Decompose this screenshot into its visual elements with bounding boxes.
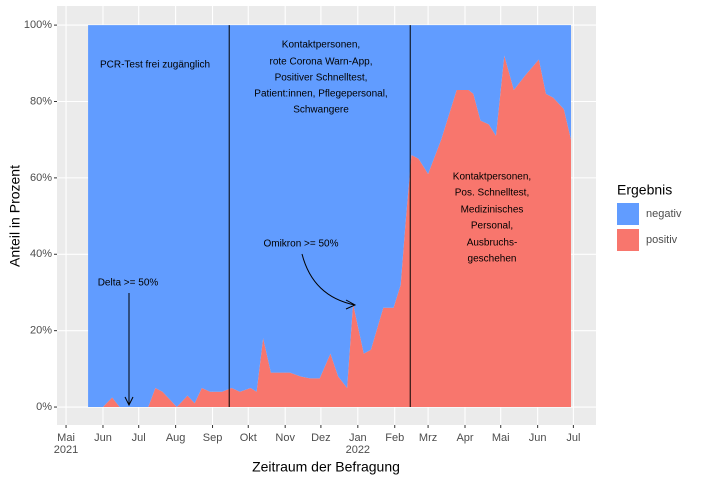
annotations: PCR-Test frei zugänglich Kontaktpersonen… bbox=[98, 40, 531, 407]
x-tick-label: Feb bbox=[385, 432, 404, 444]
vlines bbox=[228, 25, 411, 408]
legend-swatch bbox=[617, 229, 639, 251]
annotation: Omikron >= 50% bbox=[263, 239, 338, 250]
y-axis-title: Anteil in Prozent bbox=[7, 165, 23, 267]
x-tick-label: Jan 2022 bbox=[346, 432, 370, 456]
arrow bbox=[301, 253, 357, 310]
x-tick-label: Sep bbox=[203, 432, 223, 444]
x-tick-label: Okt bbox=[240, 432, 257, 444]
annotation: geschehen bbox=[468, 254, 517, 265]
y-tick-label: 60% bbox=[30, 172, 52, 184]
arrow bbox=[124, 293, 134, 407]
axes: 0% 20% 40% 60% 80% 100% Mai 2021 Jun Jul Aug Sep Okt… bbox=[24, 19, 581, 456]
annotation: Personal, bbox=[471, 221, 513, 232]
y-tick-label: 100% bbox=[24, 19, 52, 31]
y-tick-label: 80% bbox=[30, 95, 52, 107]
annotation: Schwangere bbox=[293, 105, 349, 116]
areas bbox=[88, 25, 571, 408]
legend-label: positiv bbox=[646, 234, 678, 246]
area bbox=[88, 55, 571, 408]
x-tick-label: Jun bbox=[529, 432, 547, 444]
annotation: Ausbruchs- bbox=[467, 238, 518, 249]
x-tick-label: Jul bbox=[566, 432, 580, 444]
x-tick-label: Jun bbox=[94, 432, 112, 444]
x-tick-label: Aug bbox=[166, 432, 186, 444]
legend: negativ positiv bbox=[617, 203, 682, 251]
legend-swatch bbox=[617, 203, 639, 225]
x-tick-label: Mai bbox=[492, 432, 510, 444]
x-tick-label: Nov bbox=[275, 432, 295, 444]
annotation: Delta >= 50% bbox=[98, 278, 159, 289]
legend-label: negativ bbox=[646, 208, 682, 220]
annotation: Positiver Schnelltest, bbox=[275, 73, 368, 84]
x-tick-label: Jul bbox=[132, 432, 146, 444]
area bbox=[88, 25, 571, 408]
annotation: PCR-Test frei zugänglich bbox=[100, 60, 210, 71]
x-tick-label: Apr bbox=[456, 432, 473, 444]
annotation: Pos. Schnelltest, bbox=[455, 188, 529, 199]
x-tick-label: Dez bbox=[311, 432, 331, 444]
legend-title: Ergebnis bbox=[617, 182, 672, 198]
annotation: Kontaktpersonen, bbox=[453, 172, 531, 183]
y-tick-label: 0% bbox=[36, 401, 52, 413]
annotation: rote Corona Warn-App, bbox=[269, 57, 372, 68]
y-tick-label: 20% bbox=[30, 325, 52, 337]
annotation: Patient:innen, Pflegepersonal, bbox=[254, 89, 387, 100]
x-tick-label: Mrz bbox=[419, 432, 437, 444]
x-axis-title: Zeitraum der Befragung bbox=[252, 459, 400, 475]
y-tick-label: 40% bbox=[30, 248, 52, 260]
x-tick-label: Mai 2021 bbox=[54, 432, 78, 456]
annotation: Kontaktpersonen, bbox=[282, 40, 360, 51]
annotation: Medizinisches bbox=[461, 205, 524, 216]
